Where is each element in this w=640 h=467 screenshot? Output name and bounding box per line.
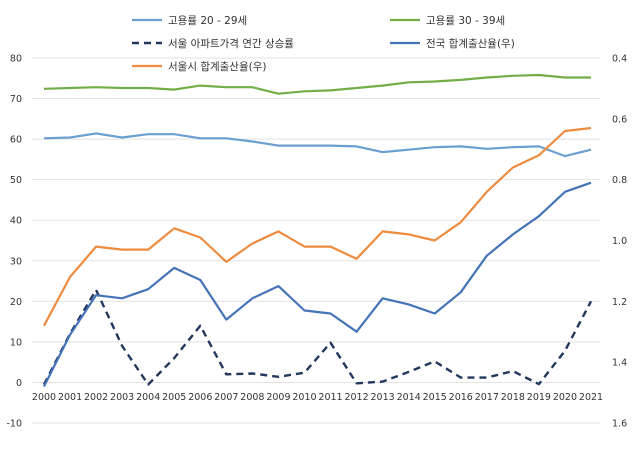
grid-lines (32, 57, 600, 424)
x-tick-label: 2013 (371, 392, 395, 403)
left-tick-label: 80 (10, 54, 22, 65)
left-tick-label: 40 (10, 216, 22, 227)
left-tick-label: 70 (10, 94, 22, 105)
legend-label: 고용률 20 - 29세 (168, 15, 247, 27)
x-tick-label: 2000 (32, 392, 56, 403)
left-axis-ticks: -10 0 10 20 30 40 50 60 70 80 (6, 54, 22, 430)
right-tick-label: 0.6 (612, 114, 627, 125)
x-tick-label: 2006 (188, 392, 212, 403)
x-tick-label: 2008 (240, 392, 264, 403)
x-tick-label: 2004 (136, 392, 160, 403)
right-axis-ticks: 0.4 0.6 0.8 1.0 1.2 1.4 1.6 (612, 54, 627, 430)
x-tick-label: 2003 (110, 392, 134, 403)
x-tick-label: 2017 (475, 392, 499, 403)
legend-label: 전국 합계출산율(우) (426, 38, 515, 50)
x-tick-label: 2010 (292, 392, 316, 403)
series-lines (42, 73, 593, 387)
left-tick-label: 10 (10, 337, 22, 348)
legend-item: 고용률 30 - 39세 (390, 15, 505, 27)
x-tick-label: 2009 (266, 392, 290, 403)
x-tick-label: 2001 (58, 392, 82, 403)
left-tick-label: 30 (10, 256, 22, 267)
left-tick-label: 20 (10, 297, 22, 308)
left-tick-label: 50 (10, 175, 22, 186)
legend-item: 고용률 20 - 29세 (132, 15, 247, 27)
right-tick-label: 0.8 (612, 175, 627, 186)
x-tick-label: 2007 (214, 392, 238, 403)
left-tick-label: 0 (16, 378, 22, 389)
legend-label: 서울시 합계출산율(우) (168, 61, 266, 73)
x-tick-label: 2018 (501, 392, 525, 403)
series-line-3 (43, 181, 592, 387)
x-tick-label: 2015 (423, 392, 447, 403)
x-axis-ticks: 2000 2001 2002 2003 2004 2005 2006 2007 2008 2009… (32, 392, 603, 403)
left-tick-label: 60 (10, 135, 22, 146)
x-tick-label: 2016 (449, 392, 473, 403)
x-tick-label: 2011 (318, 392, 342, 403)
right-tick-label: 1.4 (612, 358, 627, 369)
x-tick-label: 2012 (344, 392, 368, 403)
x-tick-label: 2002 (84, 392, 108, 403)
legend-item: 서울 아파트가격 연간 상승률 (132, 37, 294, 50)
left-tick-label: -10 (6, 419, 22, 430)
legend-item: 전국 합계출산율(우) (390, 38, 515, 50)
x-tick-label: 2005 (162, 392, 186, 403)
right-tick-label: 0.4 (612, 54, 627, 65)
series-line-2 (42, 288, 593, 386)
right-tick-label: 1.6 (612, 419, 627, 430)
x-tick-label: 2019 (527, 392, 551, 403)
right-tick-label: 1.2 (612, 297, 627, 308)
series-line-1 (43, 73, 591, 95)
x-tick-label: 2021 (579, 392, 603, 403)
series-line-4 (43, 126, 592, 327)
legend-item: 서울시 합계출산율(우) (132, 61, 266, 73)
right-tick-label: 1.0 (612, 236, 627, 247)
x-tick-label: 2020 (553, 392, 577, 403)
legend-label: 서울 아파트가격 연간 상승률 (168, 37, 294, 50)
x-tick-label: 2014 (397, 392, 421, 403)
series-line-0 (43, 132, 592, 158)
legend-label: 고용률 30 - 39세 (426, 15, 505, 27)
